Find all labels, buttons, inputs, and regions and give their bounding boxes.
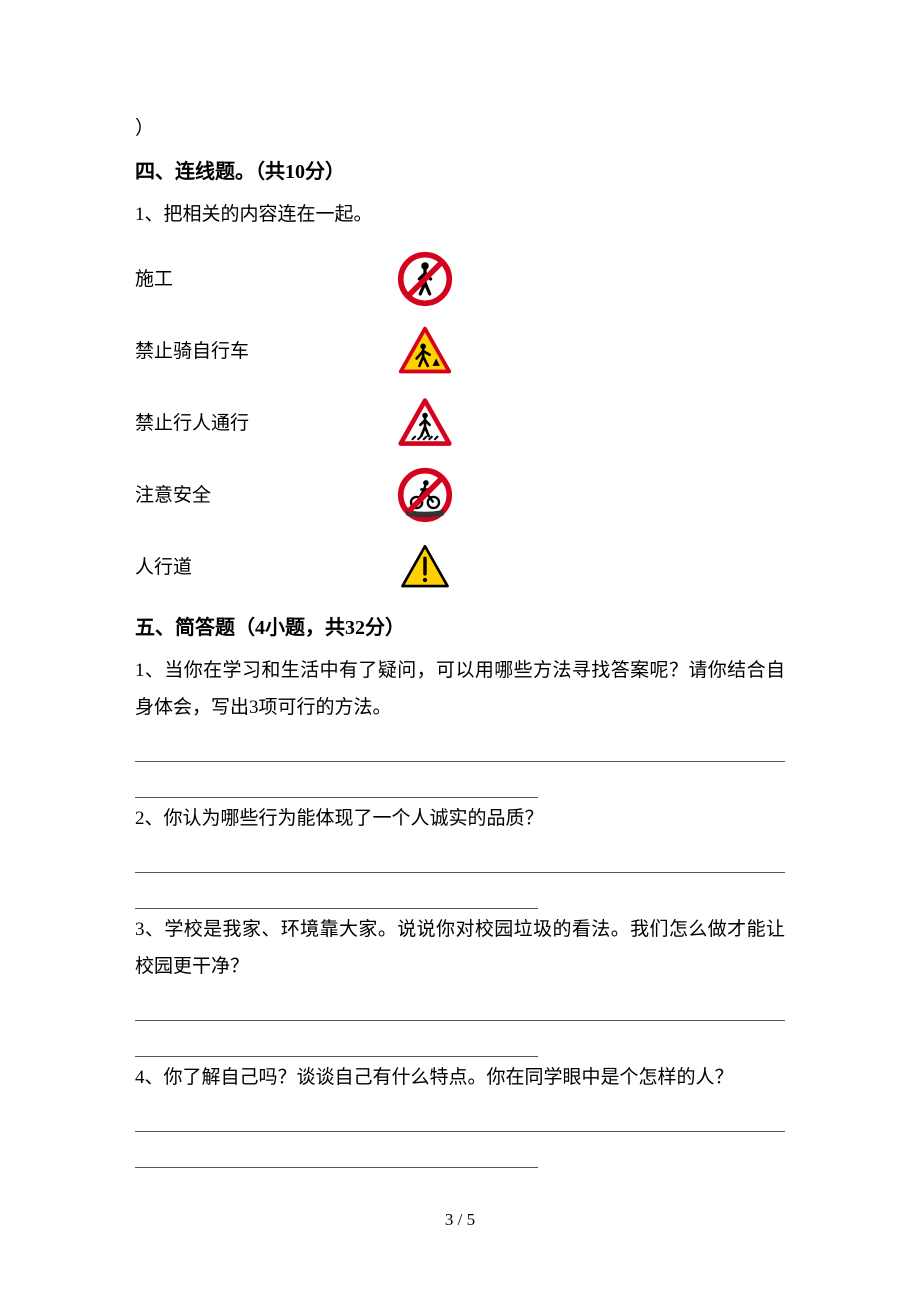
match-label: 人行道	[135, 549, 395, 586]
match-row: 施工	[135, 243, 785, 315]
no-cycling-sign-icon	[395, 465, 455, 525]
no-pedestrian-sign-icon	[395, 249, 455, 309]
match-label: 注意安全	[135, 477, 395, 514]
question-text: 4、你了解自己吗？谈谈自己有什么特点。你在同学眼中是个怎样的人？	[135, 1059, 785, 1096]
caution-sign-icon	[395, 537, 455, 597]
answer-line	[135, 991, 785, 1021]
answer-line	[135, 1027, 538, 1057]
answer-line	[135, 732, 785, 762]
answer-line	[135, 768, 538, 798]
question-text: 2、你认为哪些行为能体现了一个人诚实的品质？	[135, 800, 785, 837]
answer-line	[135, 843, 785, 873]
document-page: ） 四、连线题。（共10分） 1、把相关的内容连在一起。 施工 禁止骑自行车	[0, 0, 920, 1168]
section4-heading: 四、连线题。（共10分）	[135, 153, 785, 192]
match-label: 禁止行人通行	[135, 405, 395, 442]
match-row: 注意安全	[135, 459, 785, 531]
answer-line	[135, 879, 538, 909]
match-label: 施工	[135, 261, 395, 298]
answer-line	[135, 1102, 785, 1132]
match-row: 人行道	[135, 531, 785, 603]
section5-heading: 五、简答题（4小题，共32分）	[135, 609, 785, 648]
dangling-paren: ）	[135, 110, 785, 147]
question-text: 3、学校是我家、环境靠大家。说说你对校园垃圾的看法。我们怎么做才能让校园更干净？	[135, 911, 785, 985]
match-row: 禁止骑自行车	[135, 315, 785, 387]
match-label: 禁止骑自行车	[135, 333, 395, 370]
pedestrian-crossing-sign-icon	[395, 393, 455, 453]
construction-sign-icon	[395, 321, 455, 381]
section4-prompt: 1、把相关的内容连在一起。	[135, 196, 785, 233]
match-row: 禁止行人通行	[135, 387, 785, 459]
answer-line	[135, 1138, 538, 1168]
question-text: 1、当你在学习和生活中有了疑问，可以用哪些方法寻找答案呢？请你结合自身体会，写出…	[135, 652, 785, 726]
page-number: 3 / 5	[0, 1210, 920, 1230]
